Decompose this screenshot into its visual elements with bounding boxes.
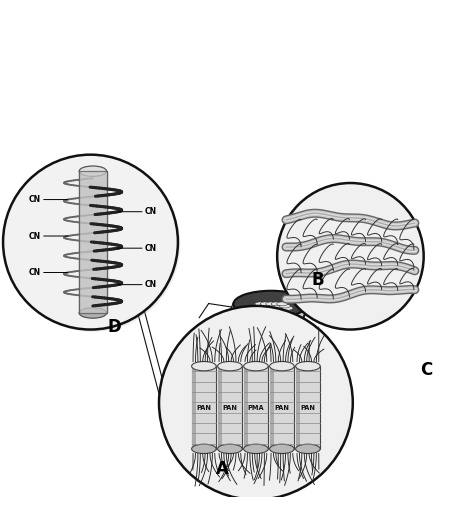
Ellipse shape — [270, 444, 294, 454]
Ellipse shape — [274, 309, 285, 312]
Circle shape — [159, 306, 353, 500]
Ellipse shape — [249, 306, 260, 310]
Ellipse shape — [79, 166, 107, 176]
Ellipse shape — [79, 308, 107, 318]
Ellipse shape — [255, 302, 266, 306]
Text: CN: CN — [29, 268, 68, 277]
Polygon shape — [296, 366, 320, 449]
Text: PAN: PAN — [301, 405, 315, 410]
Polygon shape — [79, 171, 107, 313]
Text: PMA: PMA — [247, 405, 264, 410]
Ellipse shape — [296, 444, 320, 454]
Ellipse shape — [277, 311, 288, 314]
Ellipse shape — [257, 309, 268, 312]
Ellipse shape — [277, 302, 288, 306]
Ellipse shape — [191, 444, 216, 454]
Text: PAN: PAN — [222, 405, 237, 410]
Ellipse shape — [270, 362, 294, 371]
Polygon shape — [180, 304, 309, 435]
Polygon shape — [191, 366, 196, 449]
Ellipse shape — [180, 422, 256, 449]
Ellipse shape — [249, 311, 260, 314]
Polygon shape — [270, 366, 294, 449]
Ellipse shape — [279, 309, 290, 312]
Ellipse shape — [266, 302, 277, 306]
Ellipse shape — [252, 309, 263, 312]
Circle shape — [277, 183, 424, 329]
Ellipse shape — [268, 309, 279, 312]
Text: A: A — [217, 460, 229, 478]
Text: D: D — [107, 318, 121, 336]
Ellipse shape — [218, 362, 242, 371]
Text: CN: CN — [29, 195, 68, 204]
Ellipse shape — [271, 306, 282, 310]
Ellipse shape — [260, 306, 271, 310]
Ellipse shape — [271, 311, 282, 314]
Text: CN: CN — [118, 244, 157, 253]
Polygon shape — [244, 366, 248, 449]
Ellipse shape — [266, 311, 277, 314]
Ellipse shape — [263, 309, 274, 312]
Ellipse shape — [255, 311, 266, 314]
Ellipse shape — [255, 306, 266, 310]
Polygon shape — [218, 366, 242, 449]
Text: CN: CN — [118, 280, 157, 289]
Polygon shape — [191, 366, 216, 449]
Ellipse shape — [282, 311, 293, 314]
Ellipse shape — [266, 306, 277, 310]
Ellipse shape — [244, 362, 268, 371]
Text: PAN: PAN — [196, 405, 211, 410]
Ellipse shape — [279, 304, 290, 308]
Ellipse shape — [282, 306, 293, 310]
Text: PAN: PAN — [274, 405, 290, 410]
Circle shape — [5, 157, 180, 332]
Ellipse shape — [260, 302, 271, 306]
Ellipse shape — [257, 304, 268, 308]
Ellipse shape — [271, 302, 282, 306]
Polygon shape — [244, 366, 268, 449]
Polygon shape — [270, 366, 274, 449]
Ellipse shape — [263, 304, 274, 308]
Circle shape — [3, 155, 178, 329]
Text: C: C — [420, 361, 432, 378]
Polygon shape — [79, 171, 107, 313]
Text: CN: CN — [29, 232, 68, 241]
Ellipse shape — [244, 444, 268, 454]
Ellipse shape — [274, 304, 285, 308]
Polygon shape — [180, 304, 250, 435]
Polygon shape — [218, 366, 222, 449]
Polygon shape — [296, 366, 300, 449]
Ellipse shape — [218, 444, 242, 454]
Ellipse shape — [296, 362, 320, 371]
Ellipse shape — [268, 304, 279, 308]
Text: CN: CN — [118, 207, 157, 216]
Ellipse shape — [233, 291, 309, 317]
Ellipse shape — [191, 362, 216, 371]
Text: B: B — [311, 271, 324, 289]
Ellipse shape — [252, 304, 263, 308]
Ellipse shape — [277, 306, 288, 310]
Ellipse shape — [260, 311, 271, 314]
